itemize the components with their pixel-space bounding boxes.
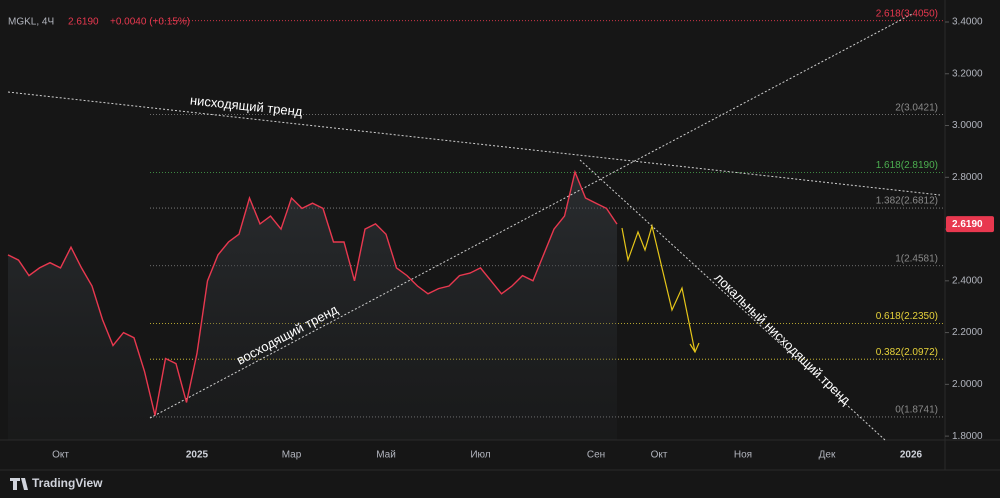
last-price-label: 2.6190 <box>952 219 983 230</box>
fib-label: 2(3.0421) <box>895 102 938 113</box>
fib-label: 1.382(2.6812) <box>876 196 938 207</box>
trend-line <box>7 91 941 196</box>
brand: TradingView <box>32 476 103 490</box>
y-tick-label: 2.2000 <box>952 327 983 338</box>
fib-label: 0(1.8741) <box>895 405 938 416</box>
y-tick-label: 2.0000 <box>952 379 983 390</box>
layer <box>8 20 943 440</box>
y-tick-label: 3.0000 <box>952 120 983 131</box>
change: +0.0040 (+0.15%) <box>110 17 190 28</box>
projection-arrow <box>689 342 700 354</box>
y-tick-label: 1.8000 <box>952 431 983 442</box>
symbol: MGKL, 4Ч <box>8 17 54 28</box>
x-tick-label: Мар <box>282 450 302 461</box>
fib-label: 2.618(3.4050) <box>876 8 938 19</box>
y-tick-label: 3.4000 <box>952 17 983 28</box>
x-tick-label: Окт <box>651 450 668 461</box>
x-tick-label: Сен <box>587 450 605 461</box>
x-tick-label: 2025 <box>186 450 209 461</box>
projection <box>621 223 696 353</box>
fib-label: 1.618(2.8190) <box>876 160 938 171</box>
fib-label: 0.382(2.0972) <box>876 347 938 358</box>
area <box>8 172 617 440</box>
trend-line <box>579 159 886 441</box>
y-tick-label: 2.4000 <box>952 275 983 286</box>
fib-label: 1(2.4581) <box>895 253 938 264</box>
logo <box>10 478 28 490</box>
x-tick-label: Май <box>376 450 396 461</box>
x-tick-label: Окт <box>52 450 69 461</box>
x-tick-label: Дек <box>819 450 836 461</box>
fib-label: 0.618(2.2350) <box>876 311 938 322</box>
price: 2.6190 <box>68 17 99 28</box>
price-line <box>7 169 618 416</box>
x-tick-label: 2026 <box>900 450 923 461</box>
x-tick-label: Ноя <box>734 450 752 461</box>
x-tick-label: Июл <box>470 450 490 461</box>
last-price-box <box>946 216 994 233</box>
y-tick-label: 3.2000 <box>952 68 983 79</box>
y-tick-label: 2.8000 <box>952 172 983 183</box>
